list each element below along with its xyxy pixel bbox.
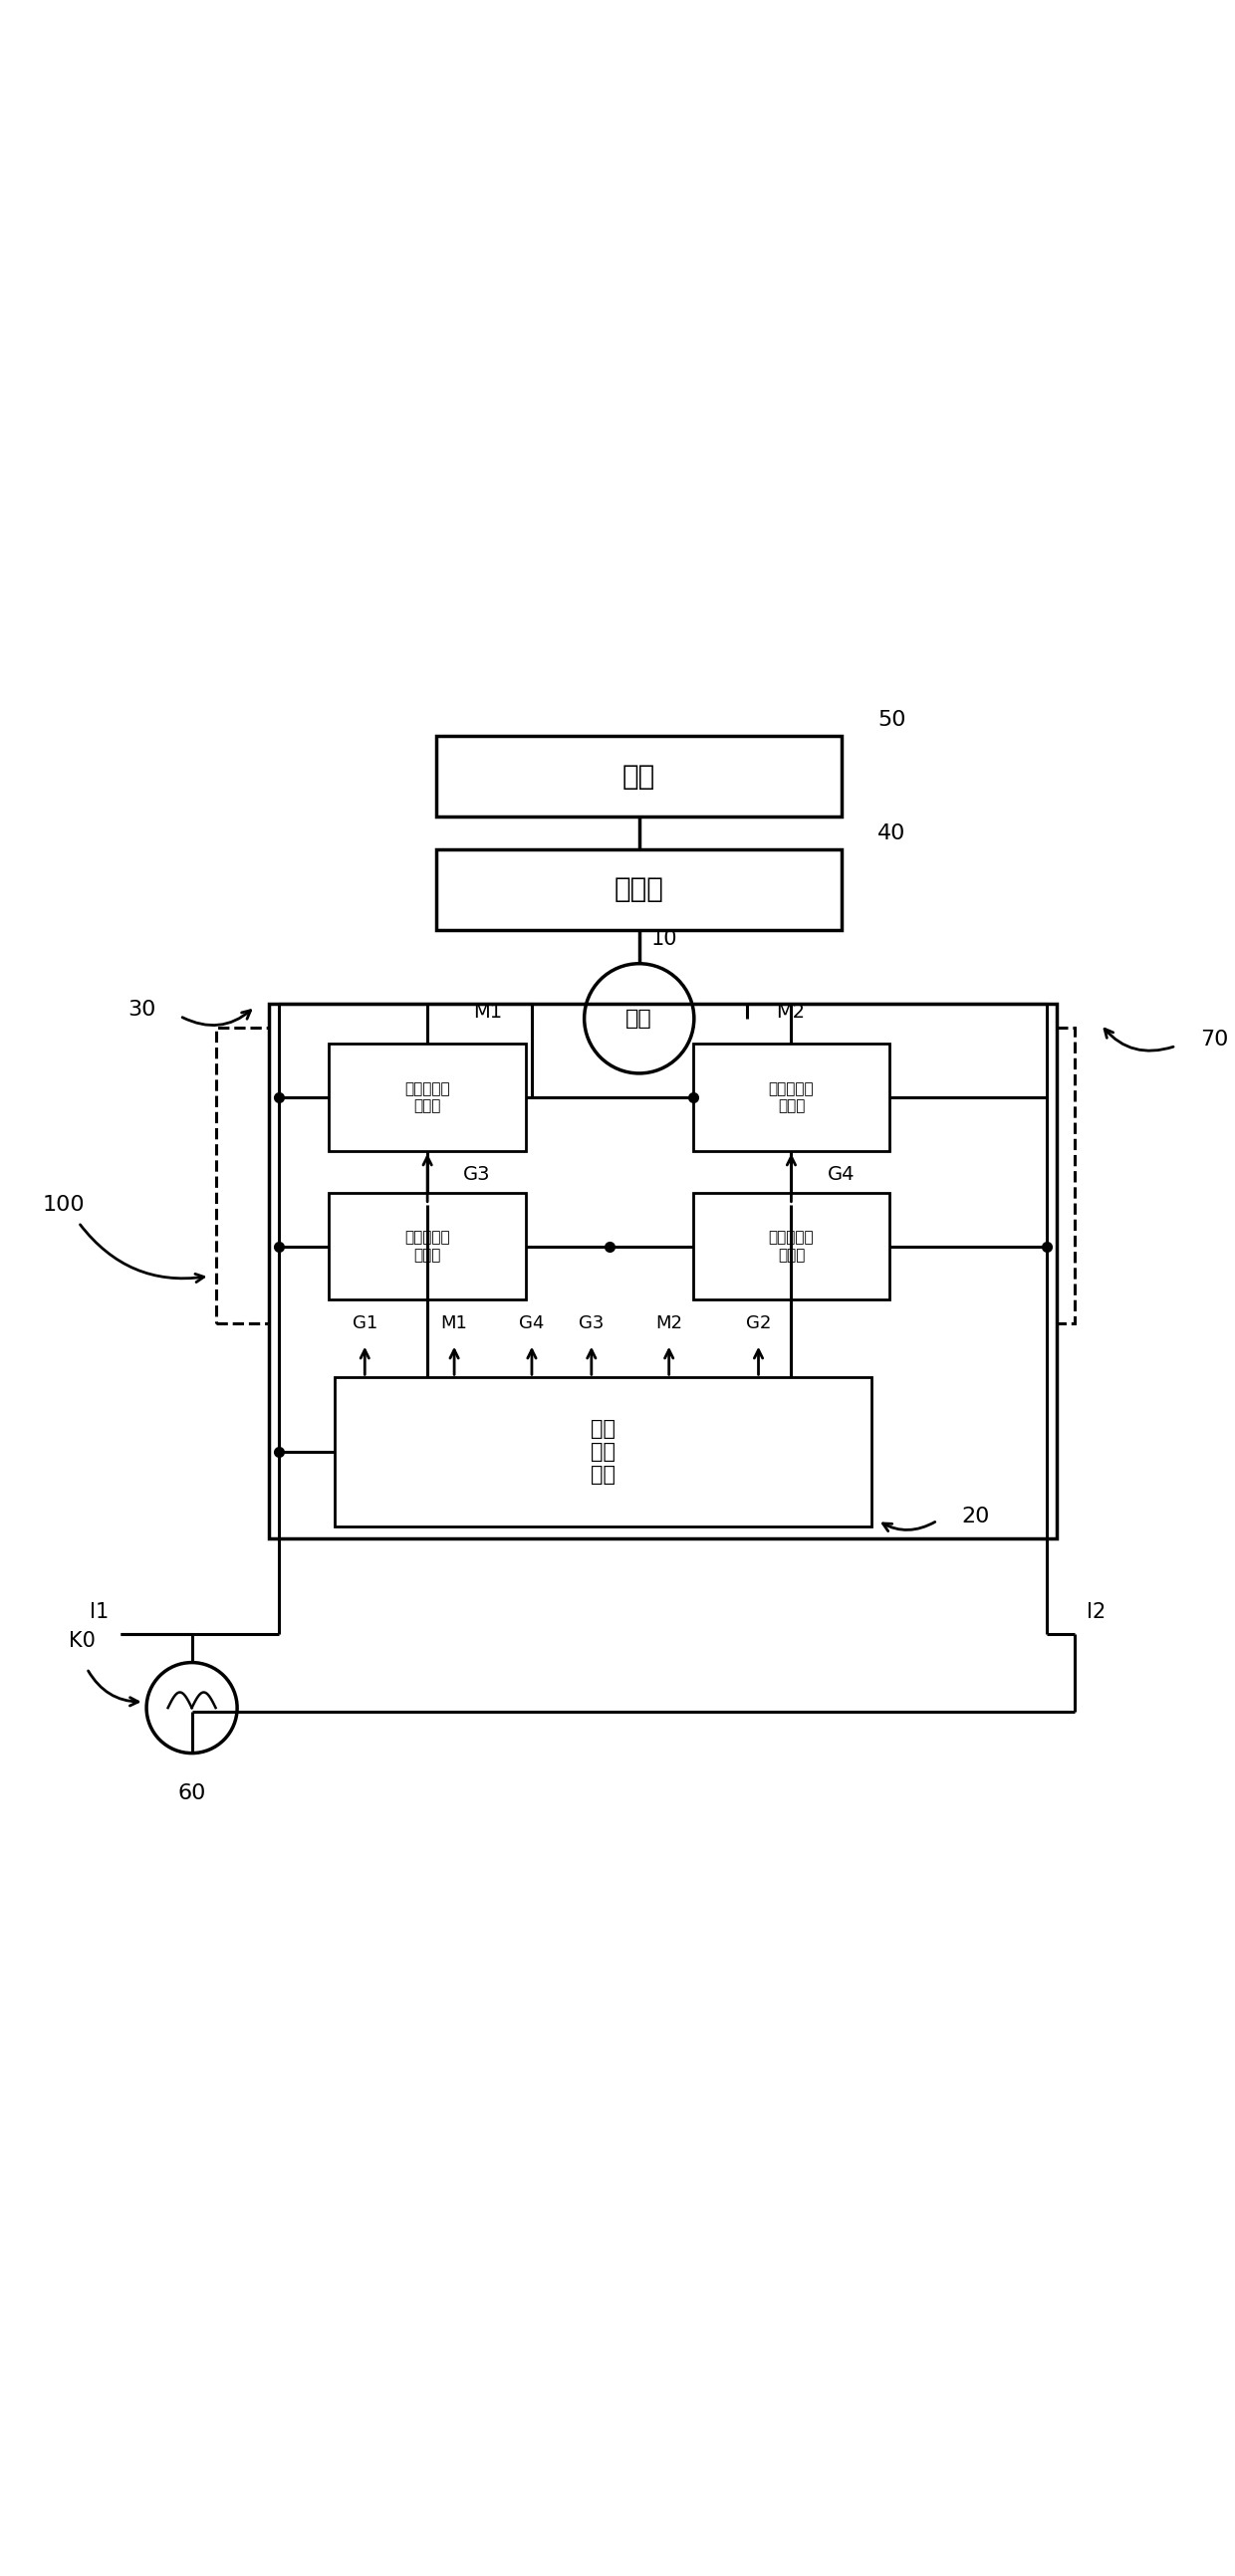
Text: M2: M2	[656, 1314, 683, 1332]
Bar	[329, 1193, 526, 1301]
Text: M2: M2	[777, 1002, 805, 1023]
Text: 20: 20	[961, 1507, 989, 1528]
Text: I1: I1	[89, 1602, 109, 1623]
FancyArrowPatch shape	[88, 1672, 138, 1705]
Text: 10: 10	[651, 930, 678, 951]
Text: 耦合器: 耦合器	[614, 876, 664, 904]
Text: 负载: 负载	[622, 762, 656, 791]
Text: 电机: 电机	[626, 1010, 652, 1028]
Text: 100: 100	[43, 1195, 85, 1213]
Text: 第四双向电
子开关: 第四双向电 子开关	[768, 1082, 814, 1113]
Bar	[436, 737, 842, 817]
Bar	[693, 1043, 889, 1151]
Text: M1: M1	[473, 1002, 501, 1023]
Text: 30: 30	[127, 999, 156, 1020]
Text: G2: G2	[746, 1314, 771, 1332]
Text: 第一双向电
子开关: 第一双向电 子开关	[405, 1231, 450, 1262]
Text: 60: 60	[178, 1783, 206, 1803]
FancyArrowPatch shape	[183, 1010, 251, 1025]
Bar	[693, 1193, 889, 1301]
Text: 70: 70	[1200, 1030, 1228, 1051]
Bar	[216, 1028, 1074, 1324]
Text: M1: M1	[441, 1314, 468, 1332]
Text: K0: K0	[69, 1631, 96, 1651]
Text: 40: 40	[878, 824, 906, 842]
Text: G3: G3	[579, 1314, 604, 1332]
Text: 第二双向电
子开关: 第二双向电 子开关	[768, 1231, 814, 1262]
Text: G3: G3	[463, 1164, 490, 1185]
Bar	[269, 1005, 1057, 1538]
Bar	[436, 850, 842, 930]
Text: 50: 50	[878, 711, 906, 729]
Text: 第三双向电
子开关: 第三双向电 子开关	[405, 1082, 450, 1113]
Text: 起动
控制
电路: 起动 控制 电路	[590, 1419, 616, 1484]
FancyArrowPatch shape	[1104, 1028, 1173, 1051]
Text: G4: G4	[827, 1164, 855, 1185]
FancyArrowPatch shape	[80, 1224, 204, 1283]
Bar	[335, 1378, 872, 1528]
Text: I2: I2	[1087, 1602, 1105, 1623]
Text: G4: G4	[519, 1314, 545, 1332]
Text: G1: G1	[352, 1314, 378, 1332]
FancyArrowPatch shape	[883, 1522, 935, 1530]
Bar	[329, 1043, 526, 1151]
